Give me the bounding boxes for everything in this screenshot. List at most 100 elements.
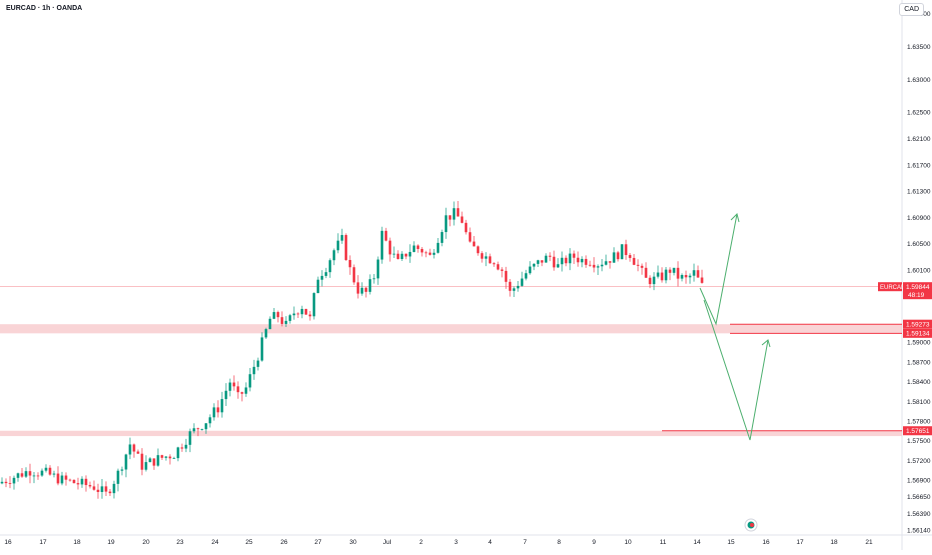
last-price-label: 1.59844 xyxy=(906,284,930,291)
projection-up-arrowhead xyxy=(730,213,740,223)
candle-body xyxy=(364,287,368,292)
candle-body xyxy=(412,245,416,252)
candle-body xyxy=(432,252,436,255)
candle-body xyxy=(388,240,392,255)
supply-zone-upper xyxy=(0,324,902,334)
candle-body xyxy=(624,244,628,256)
candle-body xyxy=(108,491,112,494)
candle-body xyxy=(200,429,204,430)
x-tick-label: 26 xyxy=(280,539,288,546)
candle-body xyxy=(204,423,208,430)
candle-body xyxy=(112,483,116,494)
candle-body xyxy=(264,329,268,338)
candle-body xyxy=(672,267,676,273)
y-tick-label: 1.60500 xyxy=(907,241,931,248)
projection-down-arrowhead xyxy=(761,339,771,348)
candle-body xyxy=(188,431,192,445)
candle-body xyxy=(96,489,100,492)
currency-button[interactable]: CAD xyxy=(899,3,924,16)
candle-body xyxy=(648,277,652,285)
candle-body xyxy=(144,462,148,470)
candle-body xyxy=(336,240,340,251)
candle-body xyxy=(588,264,592,266)
candle-body xyxy=(256,360,260,367)
candle-body xyxy=(184,444,188,449)
candle-body xyxy=(224,390,228,400)
candle-body xyxy=(548,255,552,257)
candle-body xyxy=(104,486,108,492)
candle-body xyxy=(344,235,348,260)
candle-body xyxy=(400,253,404,260)
symbol-tag-label: EURCAD xyxy=(880,285,906,291)
x-tick-label: 30 xyxy=(349,539,357,546)
candle-body xyxy=(128,444,132,455)
y-tick-label: 1.59000 xyxy=(907,340,931,347)
x-tick-label: 18 xyxy=(73,539,81,546)
candle-body xyxy=(424,252,428,254)
candle-body xyxy=(460,216,464,223)
candle-body xyxy=(660,272,664,281)
candle-body xyxy=(444,215,448,233)
candle-body xyxy=(272,312,276,319)
candle-body xyxy=(228,382,232,391)
candle-body xyxy=(160,455,164,458)
x-tick-label: 4 xyxy=(488,539,492,546)
candle-body xyxy=(524,273,528,279)
zone-upper-bottom-label-bg xyxy=(903,328,932,338)
candle-body xyxy=(16,473,20,478)
candle-body xyxy=(468,232,472,242)
x-tick-label: 11 xyxy=(660,539,667,546)
x-tick-label: 17 xyxy=(796,539,804,546)
candle-body xyxy=(556,264,560,268)
candle-body xyxy=(700,277,704,283)
candle-body xyxy=(396,253,400,260)
candle-body xyxy=(480,253,484,259)
candle-body xyxy=(496,264,500,270)
zone-upper-bottom-label: 1.59134 xyxy=(906,331,930,338)
candle-body xyxy=(140,453,144,470)
countdown-label: 48:19 xyxy=(908,292,925,299)
candle-body xyxy=(320,275,324,280)
candle-body xyxy=(12,477,16,484)
candle-body xyxy=(276,312,280,318)
candle-body xyxy=(132,444,136,452)
candle-body xyxy=(668,269,672,273)
candle-body xyxy=(416,245,420,249)
candle-body xyxy=(60,475,64,484)
y-tick-label: 1.63000 xyxy=(907,77,931,84)
candle-body xyxy=(676,267,680,279)
candle-body xyxy=(220,399,224,413)
candle-body xyxy=(608,261,612,263)
candle-body xyxy=(580,258,584,263)
x-tick-label: 17 xyxy=(39,539,47,546)
candle-body xyxy=(696,270,700,278)
candle-body xyxy=(300,308,304,315)
candle-body xyxy=(76,483,80,485)
candle-body xyxy=(680,275,684,279)
candle-body xyxy=(296,313,300,315)
candle-body xyxy=(32,475,36,477)
candle-body xyxy=(24,471,28,477)
candle-body xyxy=(244,387,248,394)
x-tick-label: 14 xyxy=(693,539,701,546)
candle-body xyxy=(484,256,488,259)
candle-body xyxy=(28,471,32,476)
candle-body xyxy=(520,278,524,286)
candle-body xyxy=(544,255,548,263)
candle-body xyxy=(568,253,572,264)
candle-body xyxy=(572,253,576,258)
projection-down-path xyxy=(703,299,769,441)
candle-body xyxy=(288,315,292,321)
candle-body xyxy=(312,293,316,317)
x-tick-label: 16 xyxy=(4,539,12,546)
candle-body xyxy=(656,272,660,277)
x-tick-label: 7 xyxy=(523,539,527,546)
candle-body xyxy=(380,230,384,260)
candle-body xyxy=(56,473,60,484)
candle-body xyxy=(152,458,156,466)
candle-body xyxy=(632,257,636,265)
candle-body xyxy=(260,337,264,361)
candle-body xyxy=(372,278,376,280)
